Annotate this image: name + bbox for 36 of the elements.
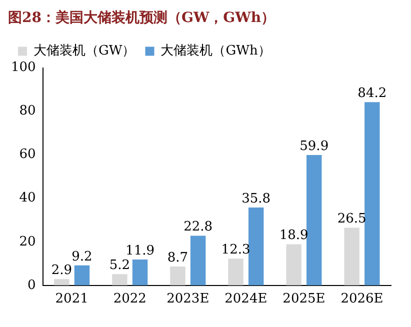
data-label: 22.8 <box>184 220 213 235</box>
bar <box>54 279 70 286</box>
bar <box>74 265 90 286</box>
data-label: 2.9 <box>51 262 72 278</box>
bar <box>344 228 360 286</box>
bar <box>170 266 186 286</box>
data-label: 9.2 <box>72 249 92 264</box>
chart-title: 图28：美国大储装机预测（GW，GWh） <box>8 9 276 26</box>
bar <box>248 208 264 286</box>
data-label: 11.9 <box>126 243 154 258</box>
legend-label: 大储装机（GW） <box>34 44 136 59</box>
bar <box>190 236 206 286</box>
y-tick-label: 0 <box>28 278 36 293</box>
y-tick-label: 80 <box>19 104 36 119</box>
x-tick-label: 2021 <box>55 292 88 307</box>
y-tick-label: 20 <box>19 234 36 250</box>
data-label: 35.8 <box>242 191 271 206</box>
bar <box>286 244 302 286</box>
y-tick-label: 60 <box>19 147 36 162</box>
x-tick-label: 2022 <box>113 292 146 307</box>
data-label: 8.7 <box>167 250 188 266</box>
bar <box>364 102 380 286</box>
y-tick-label: 40 <box>19 190 36 206</box>
bar <box>112 274 128 286</box>
x-tick-label: 2025E <box>282 292 326 307</box>
x-tick-label: 2023E <box>166 292 210 307</box>
bar <box>228 258 244 286</box>
x-tick-label: 2026E <box>340 292 384 307</box>
legend-label: 大储装机（GWh） <box>160 44 271 59</box>
bar <box>132 260 148 286</box>
data-label: 5.2 <box>109 258 130 273</box>
x-tick-label: 2024E <box>224 292 268 307</box>
data-label: 59.9 <box>300 138 329 154</box>
y-tick-label: 100 <box>10 60 36 76</box>
bar <box>306 155 322 286</box>
data-label: 84.2 <box>358 86 387 102</box>
